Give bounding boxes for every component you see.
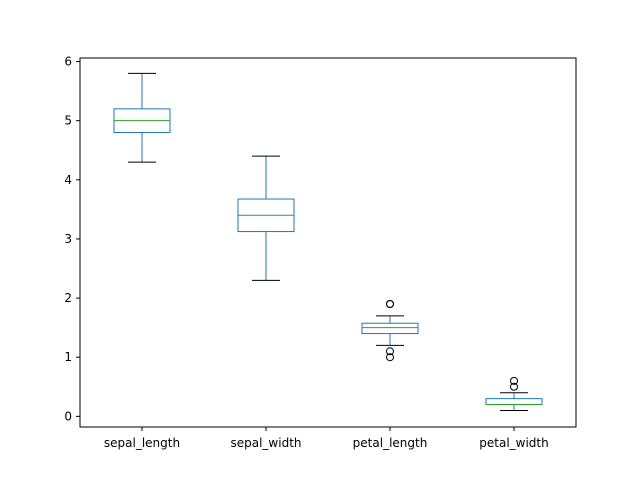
flier-petal_width-0: [510, 376, 518, 385]
axes-frame: [79, 57, 577, 428]
flier-petal_length-3: [386, 353, 394, 362]
y-tick-label-3: 3: [64, 232, 72, 246]
x-tick-label-petal_length: petal_length: [353, 436, 428, 450]
flier-petal_length-2: [386, 347, 394, 356]
y-tick-label-0: 0: [64, 409, 72, 423]
box-petal_length: [361, 322, 419, 335]
y-tick-label-4: 4: [64, 173, 72, 187]
x-tick-label-sepal_width: sepal_width: [230, 436, 301, 450]
y-tick-label-2: 2: [64, 291, 72, 305]
y-tick-label-1: 1: [64, 350, 72, 364]
plot-area: 0 1 2 3 4 5 6 sepal_length sepal_width petal_leng…: [64, 55, 577, 450]
y-tick-label-6: 6: [64, 55, 72, 69]
flier-petal_width-1: [510, 382, 518, 391]
flier-petal_length-1: [386, 300, 394, 308]
x-tick-label-petal_width: petal_width: [479, 436, 548, 450]
y-tick-label-5: 5: [64, 114, 72, 128]
x-tick-label-sepal_length: sepal_length: [104, 436, 180, 450]
